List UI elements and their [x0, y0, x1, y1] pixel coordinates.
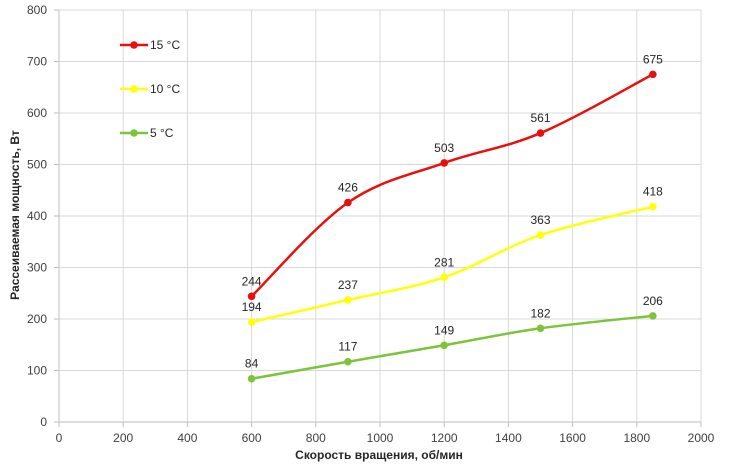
data-label: 237 — [338, 278, 358, 292]
series-group — [247, 70, 657, 383]
x-tick-label: 200 — [113, 431, 133, 445]
data-point — [247, 318, 256, 326]
data-label: 561 — [530, 111, 550, 125]
data-point — [649, 312, 657, 320]
legend-label: 10 °C — [150, 82, 180, 96]
legend-swatch-marker — [130, 85, 138, 93]
data-label: 149 — [434, 323, 454, 337]
legend-swatch-marker — [130, 41, 138, 49]
data-point — [247, 292, 256, 301]
data-point — [247, 374, 256, 383]
legend-label: 5 °C — [150, 126, 174, 140]
data-point — [440, 273, 449, 282]
data-label: 117 — [338, 340, 357, 354]
x-tick-label: 1400 — [495, 431, 522, 445]
axes — [54, 9, 702, 427]
data-label: 418 — [643, 185, 663, 199]
x-tick-labels: 0 200 400 600 800 1000 1200 1400 1600 1800 2000 — [56, 431, 715, 445]
data-point — [536, 231, 545, 239]
x-tick-label: 0 — [56, 431, 63, 445]
legend-label: 15 °C — [150, 38, 180, 52]
x-tick-label: 600 — [242, 431, 262, 445]
data-label: 281 — [434, 255, 454, 269]
data-point — [536, 324, 545, 333]
legend-swatch-marker — [130, 129, 138, 137]
y-tick-label: 0 — [40, 415, 47, 429]
legend: 15 °C 10 °C 5 °C — [120, 38, 180, 140]
x-tick-label: 1600 — [559, 431, 586, 445]
data-label: 244 — [242, 274, 262, 288]
data-label: 194 — [242, 300, 262, 314]
x-tick-label: 1200 — [431, 431, 458, 445]
y-tick-label: 700 — [27, 55, 47, 69]
y-tick-label: 100 — [27, 364, 47, 378]
data-label: 426 — [338, 181, 358, 195]
data-label: 363 — [530, 213, 550, 227]
data-label: 182 — [530, 306, 550, 320]
x-tick-label: 1000 — [367, 431, 394, 445]
data-point — [344, 198, 352, 207]
data-point — [649, 70, 657, 79]
x-tick-label: 1800 — [623, 431, 650, 445]
data-labels: 244 426 503 561 675 194 237 281 363 418 84 117 149 18… — [242, 52, 664, 370]
data-point — [344, 296, 352, 304]
y-axis-title: Рассеиваемая мощность, Вт — [8, 130, 22, 300]
data-point — [649, 202, 657, 211]
data-label: 206 — [643, 294, 663, 308]
data-point — [536, 129, 545, 137]
y-tick-labels: 0 100 200 300 400 500 600 700 800 — [27, 3, 47, 429]
data-point — [440, 341, 449, 350]
x-tick-label: 2000 — [688, 431, 715, 445]
x-axis-title: Скорость вращения, об/мин — [295, 448, 463, 462]
data-label: 675 — [643, 52, 663, 66]
data-point — [440, 159, 449, 167]
x-tick-label: 400 — [177, 431, 197, 445]
data-label: 84 — [245, 357, 259, 371]
y-tick-label: 200 — [27, 312, 47, 326]
data-point — [344, 357, 352, 366]
y-tick-label: 800 — [27, 3, 47, 17]
data-label: 503 — [434, 141, 454, 155]
y-tick-label: 600 — [27, 106, 47, 120]
x-tick-label: 800 — [306, 431, 326, 445]
y-tick-label: 400 — [27, 209, 47, 223]
y-tick-label: 500 — [27, 158, 47, 172]
gridlines — [59, 9, 702, 422]
y-tick-label: 300 — [27, 261, 47, 275]
